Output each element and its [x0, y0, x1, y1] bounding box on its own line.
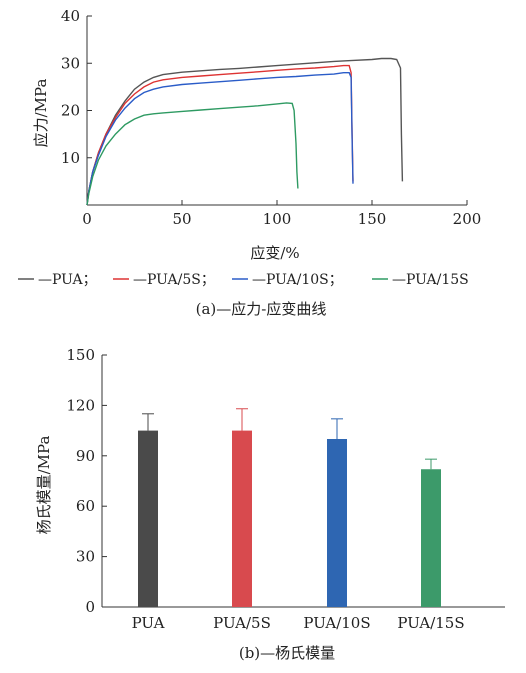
caption-b: (b)—杨氏模量	[239, 644, 335, 662]
y-tick-label-b: 150	[66, 346, 95, 364]
series-lines	[86, 57, 404, 206]
bars	[138, 408, 441, 607]
ticks-b: 0 30 60 90 120 150 PUA PUA/5S PUA/10S PUA/15S	[66, 346, 464, 632]
x-tick-label-a: 50	[172, 210, 191, 228]
legend-label: —PUA；	[38, 272, 97, 288]
x-category-label: PUA/15S	[397, 614, 464, 632]
axes-a	[86, 16, 467, 206]
legend-label: —PUA/5S；	[133, 272, 215, 288]
bar	[232, 430, 252, 607]
series-line	[86, 64, 354, 206]
y-axis-label-b: 杨氏模量/MPa	[35, 436, 53, 535]
legend: —PUA； —PUA/5S； —PUA/10S； —PUA/15S	[18, 272, 469, 288]
y-tick-label-b: 30	[76, 548, 95, 566]
x-tick-label-a: 150	[358, 210, 387, 228]
y-tick-label-a: 10	[61, 149, 80, 167]
y-tick-label-b: 60	[76, 497, 95, 515]
y-tick-label-b: 0	[85, 598, 95, 616]
y-tick-label-b: 120	[66, 396, 95, 414]
legend-label: —PUA/15S	[392, 272, 469, 288]
x-tick-label-a: 0	[82, 210, 92, 228]
x-tick-label-a: 200	[453, 210, 482, 228]
caption-a: (a)—应力-应变曲线	[196, 300, 327, 318]
y-tick-label-a: 30	[61, 54, 80, 72]
series-line	[86, 72, 354, 206]
series-line	[86, 102, 299, 206]
axes-b	[101, 355, 505, 608]
bar	[138, 430, 158, 607]
legend-label: —PUA/10S；	[252, 272, 343, 288]
x-category-label: PUA/5S	[213, 614, 271, 632]
bar	[421, 469, 441, 607]
ticks-a: 0 50 100 150 200 10 20 30 40	[61, 7, 481, 228]
x-axis-label-a: 应变/%	[250, 244, 299, 262]
y-axis-label-a: 应力/MPa	[32, 79, 50, 148]
x-category-label: PUA/10S	[303, 614, 370, 632]
y-tick-label-b: 90	[76, 447, 95, 465]
y-tick-label-a: 40	[61, 7, 80, 25]
y-tick-label-a: 20	[61, 102, 80, 120]
youngs-modulus-chart: 0 30 60 90 120 150 PUA PUA/5S PUA/10S PUA/15S 杨氏模…	[35, 346, 505, 662]
x-tick-label-a: 100	[263, 210, 292, 228]
bar	[327, 439, 347, 607]
x-category-label: PUA	[132, 614, 165, 632]
